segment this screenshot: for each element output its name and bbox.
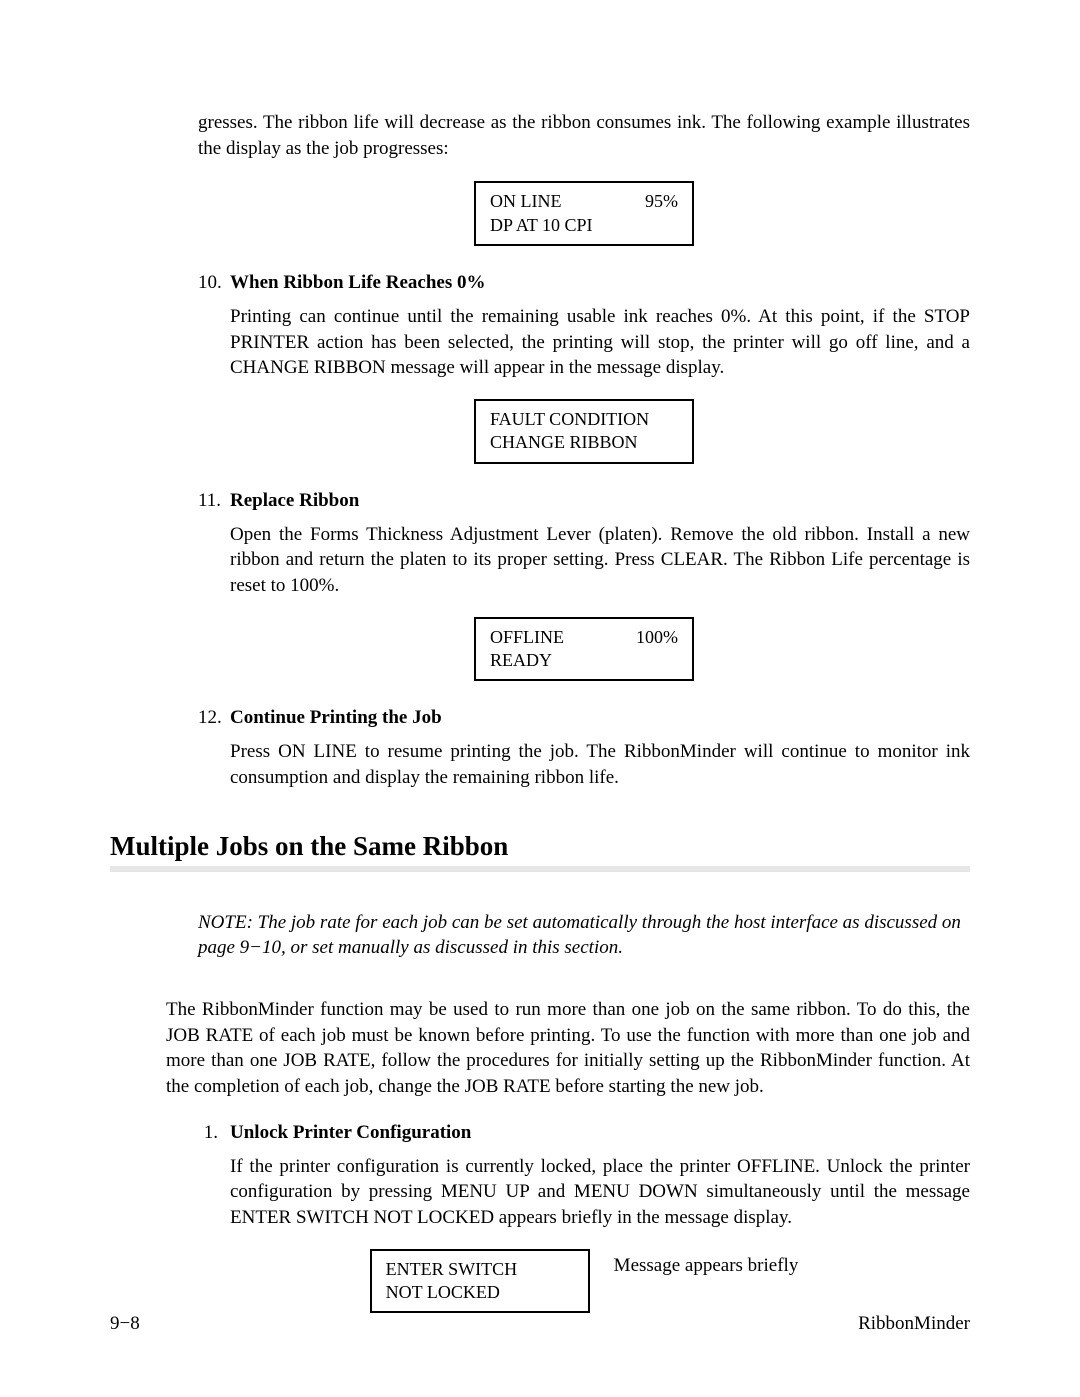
display-box-online: ON LINE 95% DP AT 10 CPI [474,181,694,246]
list-heading-row: 10. When Ribbon Life Reaches 0% [198,272,970,294]
section-underline [110,866,970,872]
multi-paragraph: The RibbonMinder function may be used to… [166,997,970,1100]
display-box-enter-switch: ENTER SWITCH NOT LOCKED [370,1249,590,1314]
display-caption: Message appears briefly [614,1249,799,1277]
page-footer: 9−8 RibbonMinder [110,1313,970,1335]
list-number: 12. [198,707,230,729]
list-item-12: 12. Continue Printing the Job Press ON L… [198,707,970,790]
footer-left: 9−8 [110,1313,140,1335]
section-heading: Multiple Jobs on the Same Ribbon [110,831,970,862]
list-body: Press ON LINE to resume printing the job… [230,739,970,790]
display-line1-left: OFFLINE [490,626,564,649]
list-heading-row: 1. Unlock Printer Configuration [198,1122,970,1144]
intro-paragraph: gresses. The ribbon life will decrease a… [198,110,970,161]
list-number: 11. [198,490,230,512]
list-heading: Replace Ribbon [230,490,359,512]
list-item-10: 10. When Ribbon Life Reaches 0% Printing… [198,272,970,381]
list-body: Open the Forms Thickness Adjustment Leve… [230,522,970,599]
display-row: ON LINE 95% [490,190,678,213]
list-number: 1. [198,1122,230,1144]
display-line2: NOT LOCKED [386,1281,574,1304]
list-heading: Unlock Printer Configuration [230,1122,471,1144]
display-line1-left: ON LINE [490,190,561,213]
list-item-1: 1. Unlock Printer Configuration If the p… [198,1122,970,1231]
display-with-caption: ENTER SWITCH NOT LOCKED Message appears … [198,1249,970,1314]
footer-right: RibbonMinder [858,1313,970,1335]
display-line1: ENTER SWITCH [386,1258,574,1281]
display-box-fault: FAULT CONDITION CHANGE RIBBON [474,399,694,464]
list-number: 10. [198,272,230,294]
display-line2: READY [490,649,678,672]
list-body: If the printer configuration is currentl… [230,1154,970,1231]
display-line1-right: 100% [636,626,678,649]
display-line2: DP AT 10 CPI [490,214,678,237]
list-heading-row: 11. Replace Ribbon [198,490,970,512]
list-heading: When Ribbon Life Reaches 0% [230,272,485,294]
list-body: Printing can continue until the remainin… [230,304,970,381]
display-box-offline: OFFLINE 100% READY [474,617,694,682]
list-item-11: 11. Replace Ribbon Open the Forms Thickn… [198,490,970,599]
list-heading: Continue Printing the Job [230,707,442,729]
display-row: OFFLINE 100% [490,626,678,649]
display-line1-right: 95% [645,190,678,213]
list-heading-row: 12. Continue Printing the Job [198,707,970,729]
display-line2: CHANGE RIBBON [490,431,678,454]
note-text: NOTE: The job rate for each job can be s… [198,910,970,961]
content-area-2: 1. Unlock Printer Configuration If the p… [198,1122,970,1314]
content-area: gresses. The ribbon life will decrease a… [198,110,970,791]
display-line1: FAULT CONDITION [490,408,678,431]
